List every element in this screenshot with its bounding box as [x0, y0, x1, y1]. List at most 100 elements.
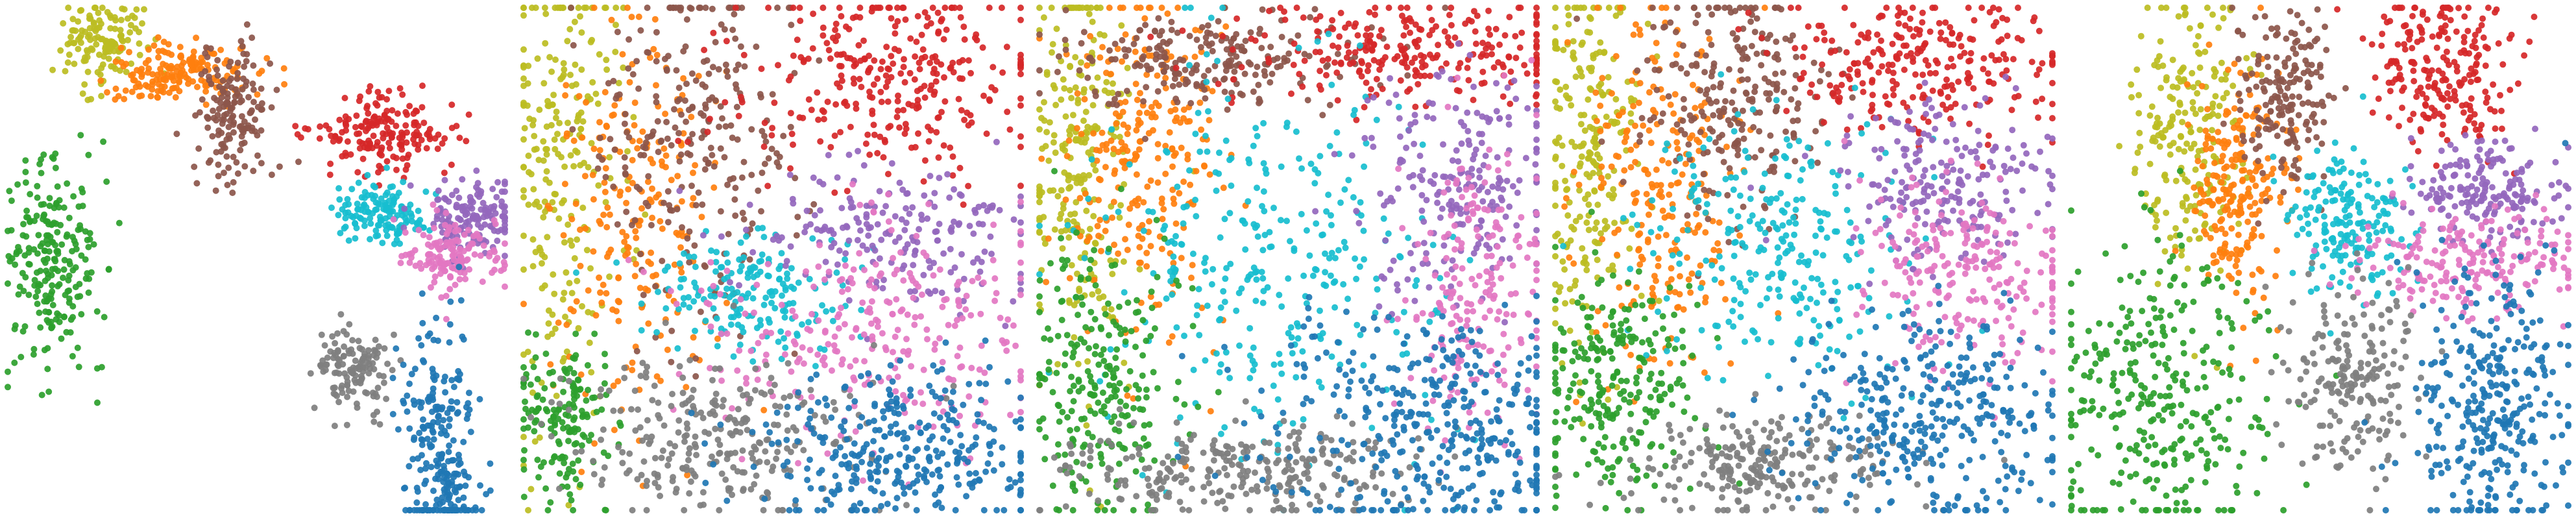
data-point: [233, 159, 240, 166]
data-point: [950, 382, 957, 389]
data-point: [225, 164, 232, 171]
data-point: [784, 360, 792, 367]
data-point: [590, 458, 597, 465]
data-point: [609, 112, 616, 119]
data-point: [215, 161, 222, 168]
data-point: [578, 66, 585, 73]
data-point: [528, 486, 535, 493]
data-point: [208, 80, 215, 88]
data-point: [956, 164, 964, 171]
data-point: [566, 26, 574, 32]
data-point: [1202, 95, 1209, 102]
data-point: [406, 380, 413, 388]
data-point: [775, 62, 781, 69]
data-point: [849, 180, 856, 188]
data-point: [921, 9, 929, 16]
data-point: [951, 264, 958, 271]
data-point: [988, 251, 995, 258]
data-point: [223, 153, 230, 160]
data-point: [837, 129, 844, 136]
data-point: [220, 89, 227, 96]
data-point: [1209, 88, 1216, 95]
data-point: [740, 328, 747, 336]
data-point: [762, 421, 770, 428]
data-point: [415, 227, 422, 234]
data-point: [31, 277, 38, 284]
data-point: [585, 437, 592, 444]
data-point: [1202, 34, 1209, 41]
data-point: [441, 169, 448, 177]
data-point: [930, 260, 937, 267]
data-point: [548, 425, 555, 432]
data-point: [1036, 90, 1043, 97]
data-point: [831, 240, 838, 247]
data-point: [874, 318, 881, 325]
data-point: [885, 218, 892, 225]
data-point: [669, 478, 676, 485]
data-point: [677, 6, 684, 14]
data-point: [334, 330, 341, 337]
data-point: [487, 460, 494, 467]
data-point: [25, 291, 32, 299]
data-point: [55, 267, 62, 275]
data-point: [1330, 42, 1336, 49]
data-point: [600, 212, 607, 218]
data-point: [1036, 215, 1043, 221]
data-point: [640, 291, 647, 299]
data-point: [1222, 60, 1229, 68]
data-point: [1095, 197, 1102, 204]
data-point: [842, 23, 849, 31]
data-point: [1036, 301, 1043, 308]
data-point: [422, 262, 430, 269]
data-point: [790, 285, 797, 292]
data-point: [930, 362, 937, 369]
data-point: [723, 38, 730, 45]
data-point: [956, 344, 964, 351]
data-point: [374, 408, 380, 415]
data-point: [999, 461, 1006, 468]
data-point: [136, 29, 143, 36]
data-point: [741, 469, 748, 476]
data-point: [61, 256, 68, 264]
data-point: [565, 119, 571, 127]
data-point: [702, 480, 709, 486]
data-point: [655, 149, 662, 155]
data-point: [640, 152, 648, 159]
data-point: [1404, 88, 1411, 95]
data-point: [853, 325, 860, 332]
data-point: [989, 202, 996, 209]
data-point: [311, 404, 318, 412]
data-point: [629, 367, 636, 374]
data-point: [364, 191, 371, 199]
data-point: [550, 406, 557, 413]
data-point: [389, 107, 396, 114]
data-point: [498, 198, 505, 205]
data-point: [572, 330, 579, 338]
data-point: [30, 351, 37, 358]
data-point: [687, 356, 694, 364]
data-point: [881, 433, 888, 440]
data-point: [532, 354, 539, 361]
data-point: [425, 256, 432, 264]
data-point: [367, 83, 374, 90]
data-point: [385, 197, 393, 204]
data-point: [105, 55, 112, 62]
data-point: [671, 106, 677, 113]
data-point: [1036, 67, 1043, 74]
data-point: [718, 330, 725, 338]
data-point: [1474, 12, 1481, 19]
data-point: [929, 388, 936, 395]
data-point: [601, 179, 608, 186]
data-point: [601, 89, 609, 95]
data-point: [439, 494, 446, 501]
data-point: [1017, 471, 1024, 478]
data-point: [847, 199, 855, 206]
data-point: [646, 54, 653, 61]
data-point: [784, 427, 791, 434]
data-point: [1010, 322, 1017, 329]
data-point: [539, 396, 546, 403]
data-point: [165, 41, 172, 48]
data-point: [723, 267, 731, 275]
data-point: [90, 19, 97, 26]
data-point: [588, 369, 595, 376]
